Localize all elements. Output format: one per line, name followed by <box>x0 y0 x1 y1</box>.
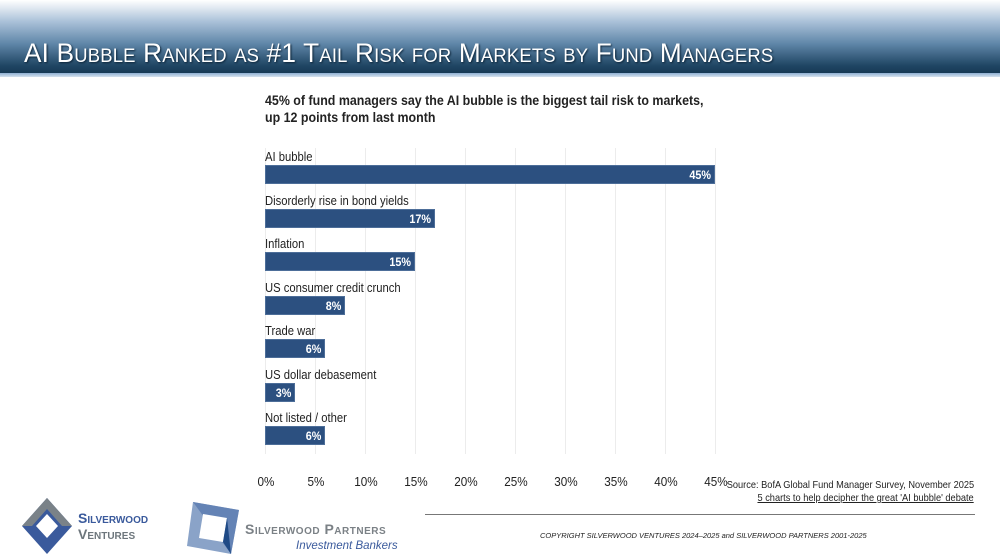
bar-value-label: 6% <box>305 429 321 443</box>
square-logo-icon <box>187 502 239 554</box>
gridline <box>465 148 466 454</box>
chart-subtitle: up 12 points from last month <box>265 110 436 125</box>
logo2-tagline: Investment Bankers <box>296 540 398 552</box>
x-tick-label: 10% <box>354 474 378 489</box>
footer-divider <box>425 514 975 515</box>
header-banner <box>0 0 1000 73</box>
bar-value-label: 17% <box>409 211 431 226</box>
bar: 45% <box>265 165 715 184</box>
bar: 6% <box>265 339 325 358</box>
bar: 3% <box>265 382 295 402</box>
x-tick-label: 45% <box>704 474 728 489</box>
x-tick-label: 30% <box>554 474 578 489</box>
gridline <box>615 148 616 454</box>
logo2-name: Silverwood Partners <box>245 521 387 537</box>
category-label: US dollar debasement <box>265 367 377 382</box>
x-tick-label: 5% <box>307 474 325 489</box>
logo1-line1: Silverwood <box>78 510 149 526</box>
x-tick-label: 0% <box>257 474 275 489</box>
bar-value-label: 6% <box>305 342 321 356</box>
category-label: Trade war <box>265 324 316 338</box>
category-label: AI bubble <box>265 150 313 164</box>
x-tick-label: 15% <box>404 474 428 489</box>
gridline <box>515 148 516 454</box>
chart-title: 45% of fund managers say the AI bubble i… <box>265 93 704 108</box>
gridline <box>415 148 416 454</box>
copyright: COPYRIGHT SILVERWOOD VENTURES 2024–2025 … <box>540 531 867 540</box>
source-link-text[interactable]: 5 charts to help decipher the great 'AI … <box>757 492 974 504</box>
bar-value-label: 8% <box>325 298 341 313</box>
gridline <box>565 148 566 454</box>
source-text: Source: BofA Global Fund Manager Survey,… <box>726 479 974 491</box>
category-label: Inflation <box>265 237 305 251</box>
bar: 15% <box>265 252 415 271</box>
x-tick-label: 35% <box>604 474 628 489</box>
diamond-logo-icon <box>22 498 72 554</box>
bar-value-label: 45% <box>689 168 711 182</box>
category-label: US consumer credit crunch <box>265 280 401 295</box>
logo1-line2: Ventures <box>78 526 136 542</box>
category-label: Disorderly rise in bond yields <box>265 193 409 208</box>
x-tick-label: 25% <box>504 474 528 489</box>
header-divider <box>0 73 1000 77</box>
bar: 6% <box>265 426 325 445</box>
bar: 8% <box>265 295 345 315</box>
bar-value-label: 15% <box>389 255 411 269</box>
bar: 17% <box>265 208 435 228</box>
bar-value-label: 3% <box>275 385 291 400</box>
gridline <box>665 148 666 454</box>
x-tick-label: 40% <box>654 474 678 489</box>
gridline <box>365 148 366 454</box>
x-tick-label: 20% <box>454 474 478 489</box>
category-label: Not listed / other <box>265 411 347 425</box>
source-link[interactable]: 5 charts to help decipher the great 'AI … <box>758 492 974 504</box>
page-title: AI Bubble Ranked as #1 Tail Risk for Mar… <box>24 38 774 68</box>
gridline <box>715 148 716 454</box>
